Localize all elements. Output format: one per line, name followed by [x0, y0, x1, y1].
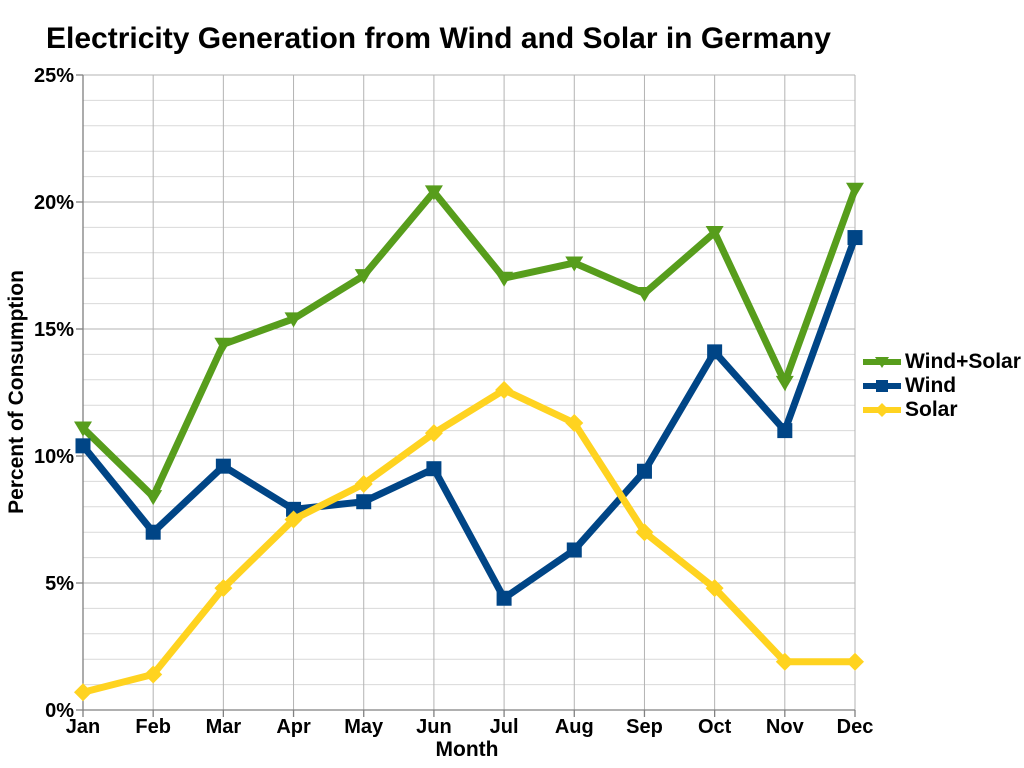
x-tick-label: Oct	[698, 716, 732, 738]
x-tick-label: May	[344, 716, 384, 738]
series-marker-wind-solar	[775, 375, 794, 391]
x-tick-label: Feb	[135, 716, 171, 738]
series-marker-wind	[847, 230, 863, 246]
series-line-solar	[82, 385, 855, 696]
x-tick-label: Jun	[416, 716, 452, 738]
legend-label: Solar	[905, 398, 958, 421]
series-marker-wind-solar	[495, 271, 514, 287]
series-marker-solar	[424, 424, 443, 443]
x-tick-label: Jul	[490, 716, 519, 738]
series-marker-wind-solar	[144, 490, 163, 506]
series-marker-solar	[705, 579, 724, 598]
diamond-line-sample-icon	[863, 403, 901, 417]
x-tick-label: Jan	[66, 716, 100, 738]
series-marker-wind-solar	[284, 312, 303, 328]
series-marker-wind	[75, 438, 91, 454]
series-marker-wind	[636, 463, 652, 479]
chart-title: Electricity Generation from Wind and Sol…	[46, 22, 831, 55]
series-marker-solar	[775, 652, 794, 671]
legend-label: Wind	[905, 374, 957, 397]
x-tick-label: Sep	[626, 716, 663, 738]
y-tick-label: 10%	[34, 446, 74, 468]
series-marker-solar	[495, 380, 514, 399]
series-line-wind-solar	[80, 186, 859, 503]
series-marker-solar	[635, 523, 654, 542]
series-marker-wind-solar	[705, 225, 724, 241]
x-tick-label: Mar	[206, 716, 242, 738]
series-marker-wind	[286, 501, 302, 517]
series-marker-wind	[356, 494, 372, 510]
series-marker-solar	[565, 413, 584, 432]
y-tick-label: 20%	[34, 192, 74, 214]
series-marker-solar	[214, 579, 233, 598]
series-marker-wind-solar	[74, 421, 92, 437]
series-marker-wind-solar	[424, 185, 443, 201]
legend: Wind+Solar Wind Solar	[862, 350, 1021, 422]
legend-item-wind-solar: Wind+Solar	[862, 350, 1021, 374]
series-marker-wind-solar	[635, 286, 654, 302]
series-marker-wind-solar	[354, 269, 373, 285]
series-marker-wind	[777, 423, 793, 439]
legend-label: Wind+Solar	[905, 350, 1021, 373]
series-marker-wind-solar	[846, 182, 864, 198]
legend-item-wind: Wind	[862, 374, 1021, 398]
x-tick-label: Apr	[276, 716, 311, 738]
series-marker-solar	[74, 683, 92, 702]
y-tick-label: 0%	[45, 700, 74, 722]
y-tick-label: 15%	[34, 319, 74, 341]
y-tick-label: 25%	[34, 65, 74, 87]
series-marker-wind	[215, 458, 231, 474]
y-tick-label: 5%	[45, 573, 74, 595]
series-line-wind	[80, 236, 859, 604]
triangle-down-line-sample-icon	[863, 357, 901, 368]
legend-item-solar: Solar	[862, 398, 1021, 422]
x-tick-label: Dec	[837, 716, 874, 738]
x-tick-label: Aug	[555, 716, 594, 738]
series-marker-wind	[145, 524, 161, 540]
x-tick-label: Nov	[766, 716, 805, 738]
series-marker-wind-solar	[214, 337, 233, 353]
series-marker-wind	[496, 590, 512, 606]
series-marker-solar	[846, 652, 864, 671]
series-marker-wind	[426, 461, 442, 477]
series-marker-wind-solar	[565, 256, 584, 272]
series-marker-wind	[707, 344, 723, 360]
series-marker-solar	[144, 665, 163, 684]
series-marker-solar	[354, 474, 373, 493]
series-marker-solar	[284, 510, 303, 529]
square-line-sample-icon	[863, 380, 901, 392]
series-marker-wind	[566, 542, 582, 558]
x-axis-title: Month	[435, 738, 499, 761]
